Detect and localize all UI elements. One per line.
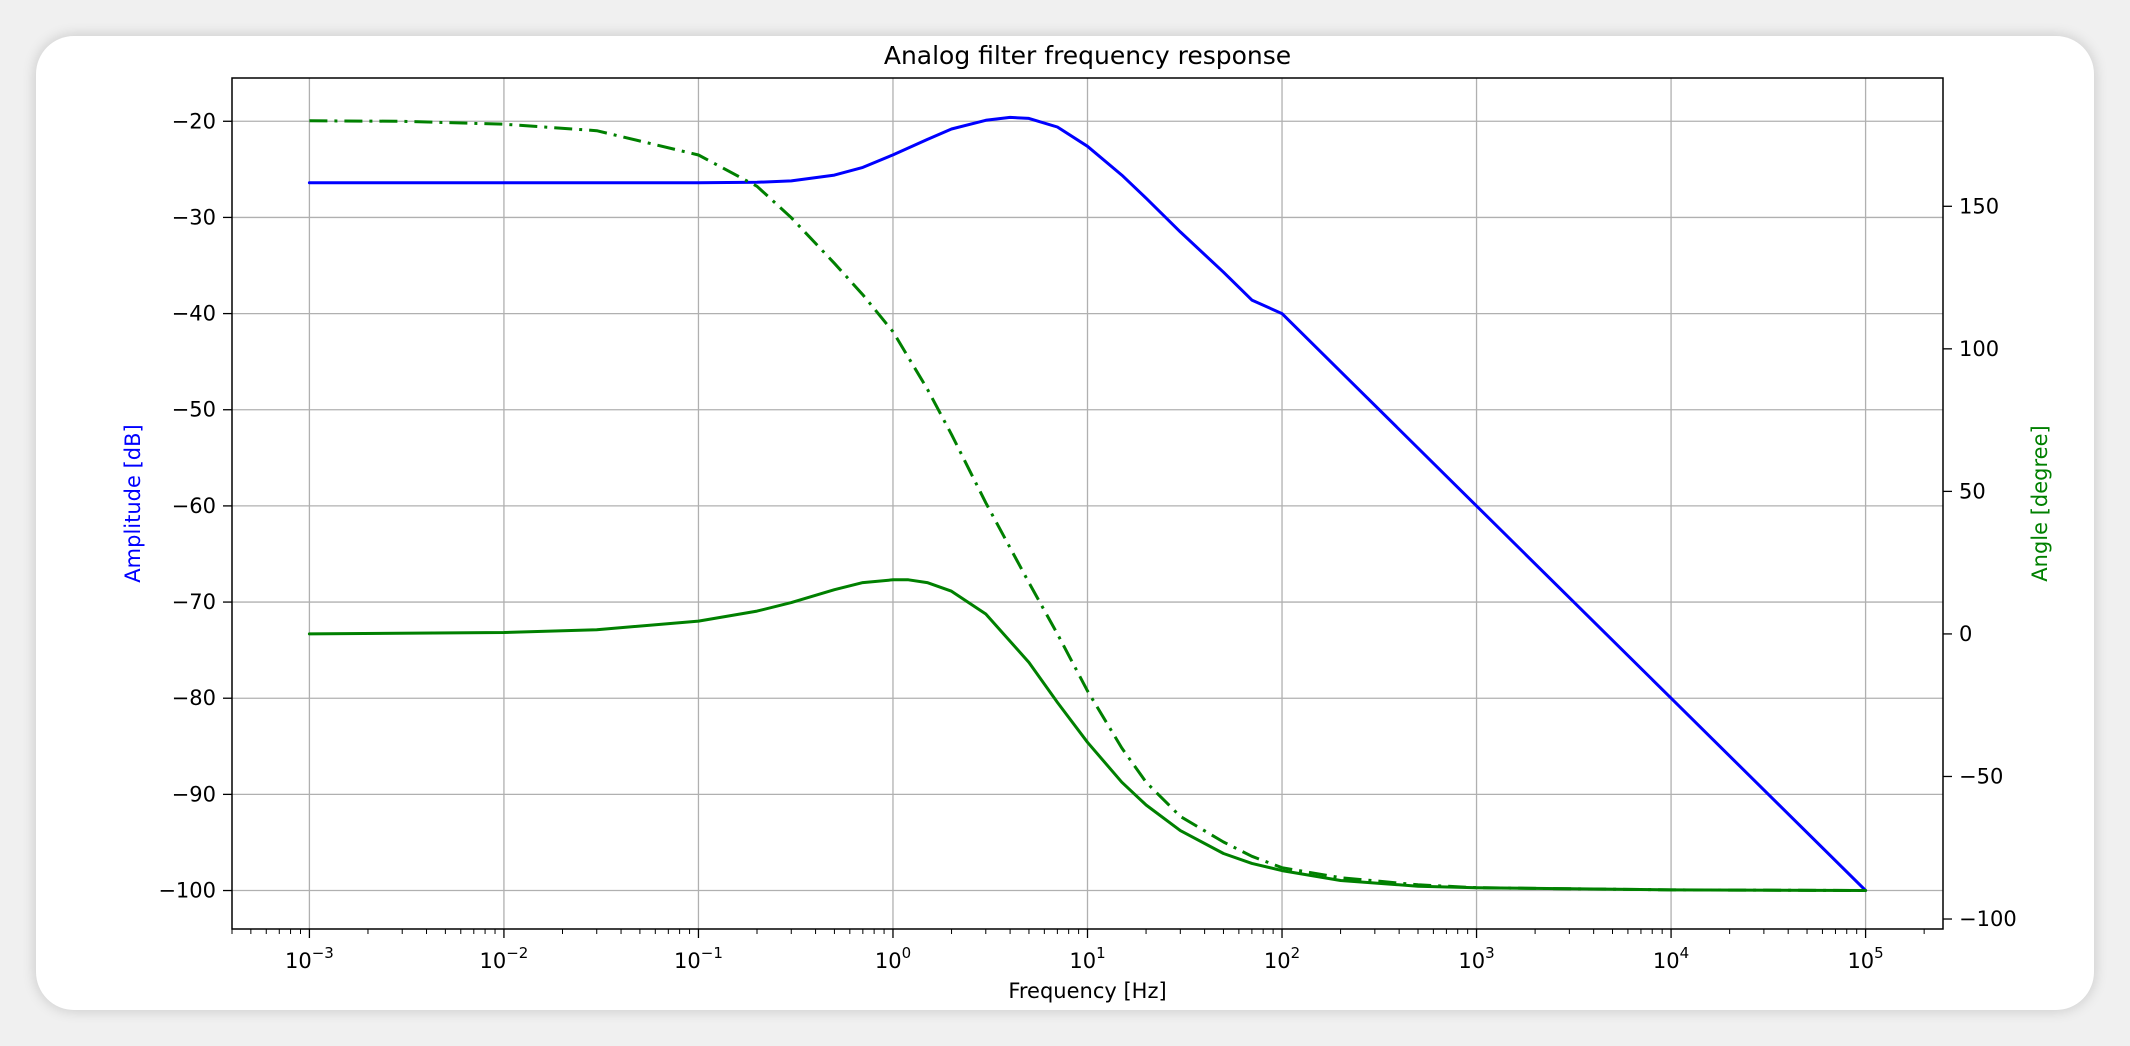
amplitude-line bbox=[307, 115, 1868, 892]
x-tick-label: 10−1 bbox=[674, 944, 723, 973]
x-tick-label: 104 bbox=[1653, 944, 1689, 973]
tick-layer: 10−3 10−2 10−1 100 101 102 103 104 105 −20 −30 −40 −… bbox=[158, 109, 2016, 973]
chart-card bbox=[36, 36, 2094, 1010]
x-tick-label: 10−3 bbox=[285, 944, 334, 973]
y-tick-label: −100 bbox=[158, 879, 216, 903]
angle-dashdot-line bbox=[309, 119, 1866, 892]
x-tick-label: 101 bbox=[1069, 944, 1105, 973]
x-tick-label: 102 bbox=[1264, 944, 1300, 973]
y2-tick-label: 150 bbox=[1959, 194, 1999, 218]
y-tick-label: −70 bbox=[172, 590, 216, 614]
y-tick-label: −90 bbox=[172, 782, 216, 806]
series-layer bbox=[307, 115, 1868, 892]
y-tick-label: −30 bbox=[172, 205, 216, 229]
y2-tick-label: −50 bbox=[1959, 764, 2003, 788]
x-tick-label: 10−2 bbox=[480, 944, 529, 973]
x-tick-label: 100 bbox=[875, 944, 911, 973]
y-tick-label: −80 bbox=[172, 686, 216, 710]
y2-tick-label: 50 bbox=[1959, 479, 1986, 503]
y2-tick-label: −100 bbox=[1959, 907, 2017, 931]
y2-tick-label: 100 bbox=[1959, 337, 1999, 361]
y-axis-label: Amplitude [dB] bbox=[121, 424, 145, 582]
angle-solid-line bbox=[307, 578, 1868, 892]
chart-title: Analog filter frequency response bbox=[884, 41, 1291, 70]
y-tick-label: −40 bbox=[172, 302, 216, 326]
x-axis-label: Frequency [Hz] bbox=[1008, 979, 1166, 1003]
y2-axis-label: Angle [degree] bbox=[2028, 425, 2052, 581]
x-tick-label: 105 bbox=[1847, 944, 1883, 973]
y-tick-label: −20 bbox=[172, 109, 216, 133]
grid-lines bbox=[232, 78, 1943, 929]
y2-tick-label: 0 bbox=[1959, 622, 1972, 646]
x-tick-label: 103 bbox=[1458, 944, 1494, 973]
y-tick-label: −60 bbox=[172, 494, 216, 518]
y-tick-label: −50 bbox=[172, 398, 216, 422]
